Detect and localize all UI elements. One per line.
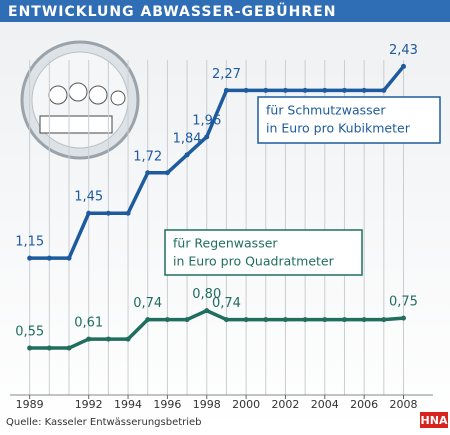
legend-unit: in Euro pro Kubikmeter [266, 121, 411, 136]
point [243, 317, 249, 323]
value-label: 1,72 [133, 149, 162, 164]
point [400, 315, 406, 321]
point [381, 87, 387, 93]
point [263, 317, 269, 323]
point [145, 170, 151, 176]
legend-label: für Regenwasser [173, 236, 278, 251]
point [400, 63, 406, 69]
x-tick-label: 1994 [114, 398, 142, 411]
value-label: 2,27 [212, 67, 241, 82]
title-bar [0, 0, 450, 22]
point [341, 87, 347, 93]
point [66, 255, 72, 261]
x-tick-label: 2000 [232, 398, 260, 411]
point [322, 87, 328, 93]
point [105, 210, 111, 216]
point [164, 317, 170, 323]
value-label: 0,61 [74, 316, 103, 331]
point [86, 336, 92, 342]
series-line [29, 65, 405, 260]
meter-illustration [20, 40, 140, 160]
point [125, 210, 131, 216]
x-tick-label: 1989 [16, 398, 44, 411]
legend-box [164, 229, 363, 276]
value-label: 1,45 [74, 190, 103, 205]
point [46, 345, 52, 351]
point [243, 87, 249, 93]
point [204, 308, 210, 314]
point [341, 317, 347, 323]
point [302, 317, 308, 323]
point [27, 255, 33, 261]
point [46, 255, 52, 261]
point [361, 87, 367, 93]
x-tick-label: 1992 [75, 398, 103, 411]
value-label: 1,15 [15, 235, 44, 250]
point [27, 345, 33, 351]
series-line [29, 308, 404, 350]
point [282, 317, 288, 323]
point [322, 317, 328, 323]
point [125, 336, 131, 342]
value-label: 1,84 [173, 131, 202, 146]
x-tick-label: 1998 [193, 398, 221, 411]
point [381, 317, 387, 323]
point [164, 170, 170, 176]
value-label: 0,74 [133, 296, 162, 311]
x-tick-label: 1996 [153, 398, 181, 411]
point [86, 210, 92, 216]
point [302, 87, 308, 93]
source: Quelle: Kasseler Entwässerungsbetrieb [6, 417, 202, 428]
point [204, 134, 210, 140]
logo: HNA [421, 414, 448, 427]
chart-title: ENTWICKLUNG ABWASSER-GEBÜHREN [8, 2, 336, 20]
x-tick-label: 2004 [311, 398, 339, 411]
x-tick-label: 2006 [350, 398, 378, 411]
point [223, 87, 229, 93]
legend-box [257, 96, 441, 144]
value-label: 0,80 [192, 287, 221, 302]
legend-label: für Schmutzwasser [266, 103, 386, 118]
x-tick-label: 2002 [271, 398, 299, 411]
point [105, 336, 111, 342]
x-tick-label: 2008 [389, 398, 417, 411]
value-label: 0,55 [15, 325, 44, 340]
point [263, 87, 269, 93]
value-label: 0,74 [212, 296, 241, 311]
point [184, 317, 190, 323]
point [184, 152, 190, 158]
point [361, 317, 367, 323]
point [223, 317, 229, 323]
legend-unit: in Euro pro Quadratmeter [173, 254, 335, 269]
point [66, 345, 72, 351]
value-label: 1,96 [192, 113, 221, 128]
logo-box [420, 412, 448, 428]
value-label: 2,43 [389, 43, 418, 58]
point [282, 87, 288, 93]
point [145, 317, 151, 323]
value-label: 0,75 [389, 295, 418, 310]
